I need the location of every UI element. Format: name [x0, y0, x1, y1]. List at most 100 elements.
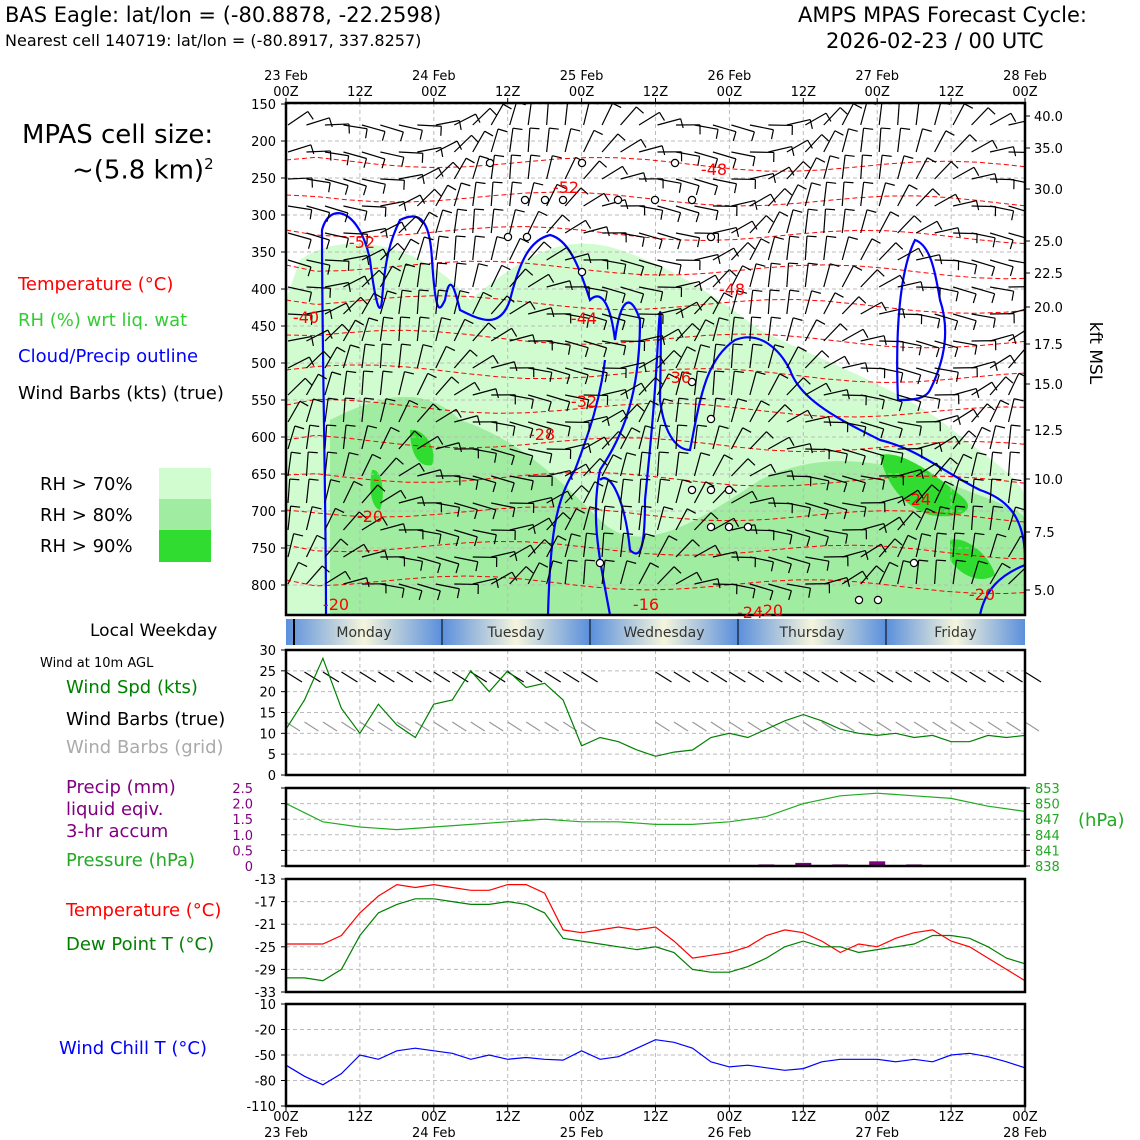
legend-wind: Wind Barbs (kts) (true)	[18, 383, 224, 404]
hour-tick-label: 00Z	[717, 85, 743, 100]
wind-barb-true	[304, 671, 321, 683]
pressure-level-tick-label: 650	[251, 468, 276, 483]
hour-tick-label: 12Z	[347, 1110, 373, 1125]
isotherm	[286, 434, 1025, 453]
date-tick-label: 23 Feb	[264, 1126, 308, 1140]
wind-barb-grid	[729, 721, 744, 732]
wind-barb-grid	[932, 721, 947, 732]
cloud-outline-4	[978, 563, 1025, 615]
pressure-level-tick-label: 600	[251, 431, 276, 446]
temperature-tick-label: -33	[255, 986, 276, 1001]
wind-barb-true	[784, 671, 802, 683]
pressure-level-tick-label: 400	[251, 283, 276, 298]
wind-barb-true	[710, 671, 728, 683]
wind-barb-grid	[802, 721, 818, 732]
hour-tick-label: 12Z	[495, 1110, 521, 1125]
rh-shading-1	[330, 396, 1025, 615]
panel-frame	[284, 648, 1027, 777]
wind-speed-tick-label: 15	[259, 707, 276, 722]
wind-speed-tick-label: 5	[268, 748, 276, 763]
kft-tick-label: 12.5	[1034, 424, 1063, 439]
kft-tick-label: 40.0	[1034, 110, 1063, 125]
wind-barb-true	[839, 671, 857, 683]
isotherm	[286, 295, 1025, 314]
temperature-label: -52	[349, 233, 375, 252]
kft-tick-label: 10.0	[1034, 473, 1063, 488]
hour-tick-label: 00Z	[421, 1110, 447, 1125]
isotherm	[286, 471, 1025, 487]
isotherm	[286, 191, 1025, 207]
wind-barb-true	[895, 671, 912, 683]
rh-shading-4	[410, 429, 434, 466]
wind-speed-panel	[281, 648, 1042, 777]
hour-tick-label: 00Z	[421, 85, 447, 100]
pressure-level-tick-label: 700	[251, 505, 276, 520]
wind-barb-grid	[784, 721, 800, 732]
temperature-label: -52	[553, 178, 579, 197]
rh-70-swatch	[159, 468, 211, 500]
hour-tick-label: 00Z	[717, 1110, 743, 1125]
dewpoint-label: Dew Point T (°C)	[66, 934, 215, 955]
pressure-level-tick-label: 200	[251, 135, 276, 150]
windchill-line	[285, 1039, 1026, 1086]
hour-tick-label: 00Z	[864, 1110, 890, 1125]
wind-barb-grid	[692, 721, 707, 732]
wind-barb-true	[747, 671, 765, 683]
rh-shading-2	[880, 454, 969, 517]
wind-barbs-grid-label: Wind Barbs (grid)	[66, 737, 224, 758]
panel-frame	[284, 877, 1027, 994]
nearest-cell: Nearest cell 140719: lat/lon = (-80.8917…	[5, 31, 422, 50]
wind-barb-true	[1006, 671, 1023, 683]
cloud-outline-3	[896, 238, 947, 402]
hour-tick-label: 00Z	[1012, 85, 1038, 100]
hour-tick-label: 12Z	[495, 85, 521, 100]
wind-barb-grid	[747, 721, 763, 732]
calm-marker	[706, 522, 716, 532]
wind-barb-grid	[433, 721, 449, 732]
isotherm	[286, 226, 1025, 245]
calm-marker	[724, 522, 734, 532]
kft-tick-label: 20.0	[1034, 301, 1063, 316]
calm-marker	[706, 485, 716, 495]
cell-size-value: ~(5.8 km)2	[72, 155, 214, 186]
windchill-panel	[281, 1002, 1027, 1108]
temperature-tick-label: -17	[255, 896, 276, 911]
wind-barb-true	[692, 671, 709, 683]
wind-barb-grid	[1024, 721, 1040, 732]
wind-barb-true	[415, 671, 432, 683]
temperature-series-line	[286, 883, 1026, 982]
date-tick-label: 26 Feb	[708, 1126, 752, 1140]
kft-axis-label: kft MSL	[1085, 322, 1105, 385]
wind-barb-grid	[304, 721, 319, 732]
windchill-tick-label: -20	[255, 1024, 276, 1039]
calm-marker	[724, 485, 734, 495]
pressure-level-tick-label: 500	[251, 357, 276, 372]
cross-section-panel	[281, 98, 1030, 617]
calm-marker	[522, 232, 532, 242]
station-title: BAS Eagle: lat/lon = (-80.8878, -22.2598…	[5, 3, 442, 27]
wind-barb-grid	[673, 721, 689, 732]
temperature-tick-label: -13	[255, 873, 276, 888]
pressure-tick-label: 850	[1035, 798, 1060, 813]
precip-tick-label: 0.5	[232, 844, 253, 859]
hour-tick-label: 00Z	[864, 85, 890, 100]
pressure-tick-label: 838	[1035, 860, 1060, 875]
temperature-label: -24	[905, 490, 931, 509]
wind-barb-true	[858, 671, 876, 683]
wind-barb-true	[341, 671, 358, 683]
wind-barb-true	[285, 671, 303, 683]
legend-cloud: Cloud/Precip outline	[18, 346, 199, 367]
weekday-label: Tuesday	[487, 625, 545, 641]
calm-marker	[577, 267, 587, 277]
date-tick-label: 24 Feb	[412, 69, 456, 84]
date-tick-label: 28 Feb	[1003, 69, 1047, 84]
local-weekday-label: Local Weekday	[90, 621, 218, 641]
wind-barb-grid	[451, 721, 467, 732]
wind-speed-tick-label: 30	[259, 644, 276, 659]
wind-barb-true	[544, 671, 561, 683]
temperature-label: -32	[571, 392, 597, 411]
hour-tick-label: 12Z	[347, 85, 373, 100]
isotherm	[286, 260, 1025, 280]
calm-marker	[687, 485, 697, 495]
weekday-cell	[886, 619, 1025, 645]
